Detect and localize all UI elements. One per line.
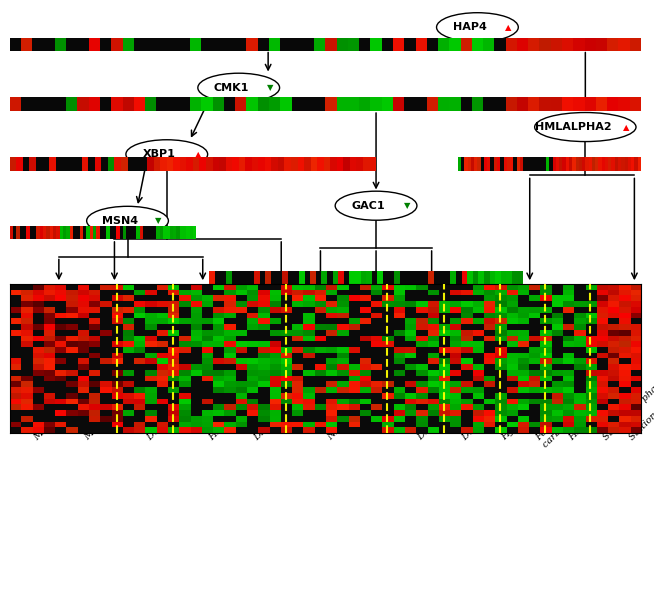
Ellipse shape bbox=[126, 140, 208, 169]
Ellipse shape bbox=[86, 206, 169, 235]
Text: ▲: ▲ bbox=[195, 150, 201, 159]
Ellipse shape bbox=[437, 13, 519, 42]
Text: Diamide: Diamide bbox=[252, 407, 288, 442]
Text: Heat shock: Heat shock bbox=[568, 396, 613, 442]
Text: Stationary phase: Stationary phase bbox=[627, 376, 654, 442]
Text: GAC1: GAC1 bbox=[351, 201, 385, 211]
Text: ▼: ▼ bbox=[156, 217, 162, 225]
Text: Stationary phase: Stationary phase bbox=[602, 376, 654, 442]
Text: DTT: DTT bbox=[460, 420, 482, 442]
Text: ▼: ▼ bbox=[404, 201, 410, 210]
Ellipse shape bbox=[335, 191, 417, 220]
Text: Msn2 overexpression: Msn2 overexpression bbox=[83, 361, 164, 442]
Text: DTT late: DTT late bbox=[145, 405, 182, 442]
Text: ▲: ▲ bbox=[506, 23, 511, 31]
Text: MSN4: MSN4 bbox=[101, 216, 138, 226]
Text: XBP1: XBP1 bbox=[143, 149, 175, 159]
Text: Fermentable
carbon sources: Fermentable carbon sources bbox=[534, 382, 601, 450]
Text: ▼: ▼ bbox=[267, 83, 273, 92]
Text: HAP4: HAP4 bbox=[453, 22, 487, 32]
Text: Hypo-osmotic shift: Hypo-osmotic shift bbox=[500, 370, 572, 442]
Text: CMK1: CMK1 bbox=[213, 83, 249, 93]
Text: HMLALPHA2: HMLALPHA2 bbox=[535, 122, 612, 132]
Ellipse shape bbox=[535, 113, 636, 142]
Text: De-heating: De-heating bbox=[415, 397, 460, 442]
Text: Msn2/4 mutants: Msn2/4 mutants bbox=[32, 379, 95, 442]
Text: Heat shock: Heat shock bbox=[207, 396, 252, 442]
Text: Nitrogen depletion: Nitrogen depletion bbox=[326, 370, 398, 442]
Ellipse shape bbox=[198, 73, 280, 102]
Text: ▲: ▲ bbox=[623, 123, 629, 131]
